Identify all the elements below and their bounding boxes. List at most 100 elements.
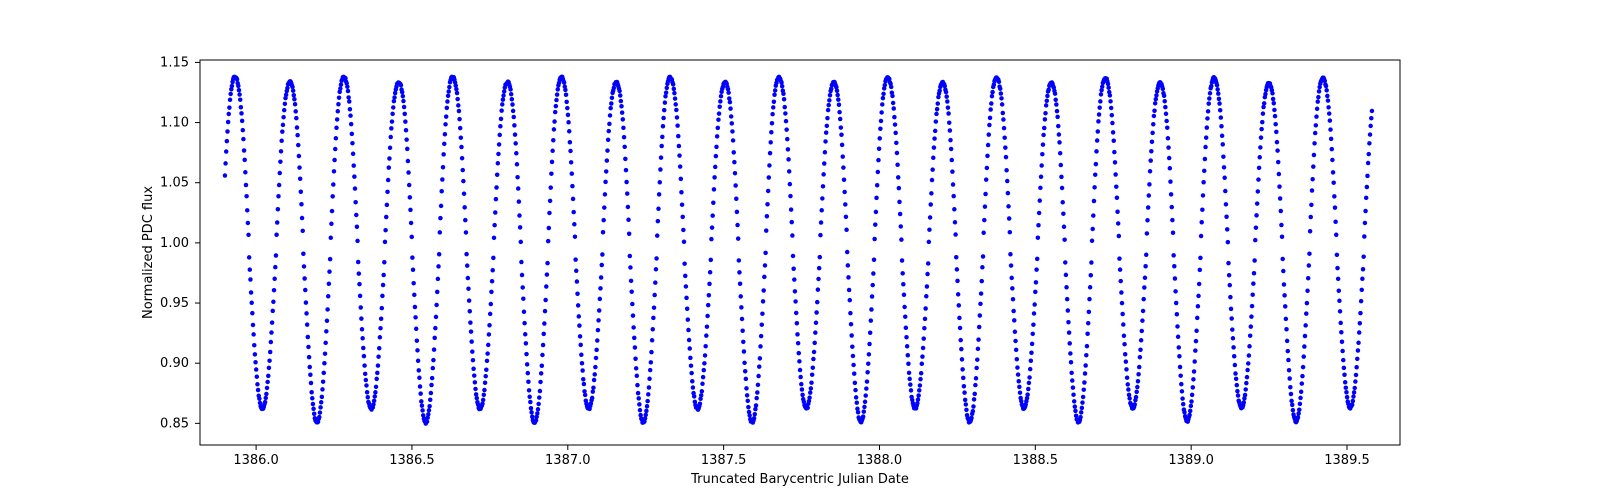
data-point [1248,333,1253,338]
data-point [425,419,430,424]
data-point [1088,285,1093,290]
data-point [689,363,694,368]
data-point [656,207,661,212]
data-point [868,331,873,336]
data-point [410,255,415,260]
data-point [517,199,522,204]
data-point [754,403,759,408]
data-point [1008,252,1013,256]
data-point [418,384,423,389]
data-point [1341,358,1346,363]
data-point [607,122,612,127]
data-point [1038,186,1043,191]
data-point [1009,263,1014,268]
data-point [1043,117,1048,122]
data-point [415,338,420,343]
data-point [608,106,613,111]
data-point [731,150,736,155]
data-point [522,321,527,326]
data-point [411,281,416,286]
data-point [554,98,559,103]
data-point [568,140,573,145]
data-point [1004,155,1009,160]
data-point [1195,316,1200,321]
data-point [302,264,307,269]
data-point [1055,109,1060,114]
data-point [1136,379,1141,384]
data-point [848,311,853,316]
data-point [631,325,636,330]
data-point [810,372,815,377]
data-point [291,88,296,93]
data-point [329,236,334,241]
data-point [372,399,377,404]
data-point [1196,294,1201,299]
data-point [754,396,759,401]
data-point [1037,211,1042,216]
data-point [257,396,262,401]
data-point [1010,286,1015,291]
data-point [411,268,416,273]
data-point [738,281,743,286]
data-point [471,367,476,372]
data-point [1281,269,1286,274]
data-point [654,256,659,261]
data-point [1206,109,1211,114]
data-point [265,386,270,391]
data-point [1080,400,1085,405]
data-point [280,129,285,134]
data-point [268,350,273,355]
data-point [433,326,438,331]
data-point [1217,101,1222,106]
data-point [413,305,418,310]
data-point [1110,113,1115,118]
data-point [842,190,847,195]
data-point [974,376,979,381]
data-point [482,388,487,393]
data-point [863,400,868,405]
data-point [735,210,740,215]
data-point [800,387,805,392]
data-point [862,405,867,410]
data-point [464,252,469,257]
data-point [836,97,841,102]
data-point [566,113,571,118]
data-point [972,392,977,397]
data-point [278,171,283,176]
data-point [525,362,530,367]
data-point [1324,84,1329,89]
data-point [741,340,746,345]
data-point [798,368,803,373]
data-point [1134,390,1139,395]
data-point [1316,99,1321,104]
data-point [854,395,859,400]
data-point [1303,334,1308,339]
data-point [1069,360,1074,365]
data-point [791,254,796,259]
data-point [441,152,446,157]
data-point [1365,185,1370,190]
data-point [245,208,250,213]
data-point [1126,382,1131,387]
data-point [1276,160,1281,165]
data-point [246,233,251,238]
data-point [1098,99,1103,104]
data-point [1286,349,1291,354]
data-point [461,179,466,184]
x-tick-label: 1388.5 [1013,453,1059,468]
data-point [979,291,984,296]
data-point [682,261,687,266]
data-point [1013,339,1018,344]
data-point [817,266,822,271]
data-point [563,88,568,93]
data-point [285,86,290,91]
data-point [1366,161,1371,166]
data-point [271,300,276,305]
data-point [920,362,925,367]
data-point [1152,114,1157,119]
data-point [498,124,503,129]
data-point [703,344,708,349]
data-point [278,159,283,164]
data-point [490,268,495,273]
data-point [971,404,976,409]
